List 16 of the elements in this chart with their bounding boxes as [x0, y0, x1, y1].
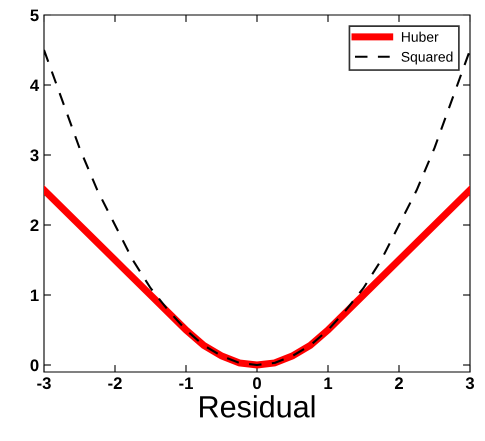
x-tick-label: 2 — [394, 377, 403, 389]
legend-label: Squared — [401, 52, 452, 65]
y-tick-label: 2 — [30, 219, 38, 232]
legend-label: Huber — [402, 32, 438, 42]
y-tick-label: 3 — [30, 149, 39, 162]
x-tick-label: 1 — [324, 377, 332, 389]
x-tick-label: 3 — [466, 377, 474, 390]
y-tick-label: 5 — [30, 10, 39, 22]
y-tick-label: 1 — [30, 290, 39, 302]
x-tick-label: -1 — [179, 377, 193, 389]
x-tick-label: -2 — [108, 377, 122, 389]
x-tick-label: -3 — [37, 377, 51, 390]
y-tick-label: 0 — [30, 359, 38, 372]
x-tick-label: 0 — [253, 377, 261, 390]
x-axis-title: Residual — [200, 395, 314, 418]
y-tick-label: 4 — [30, 80, 40, 92]
